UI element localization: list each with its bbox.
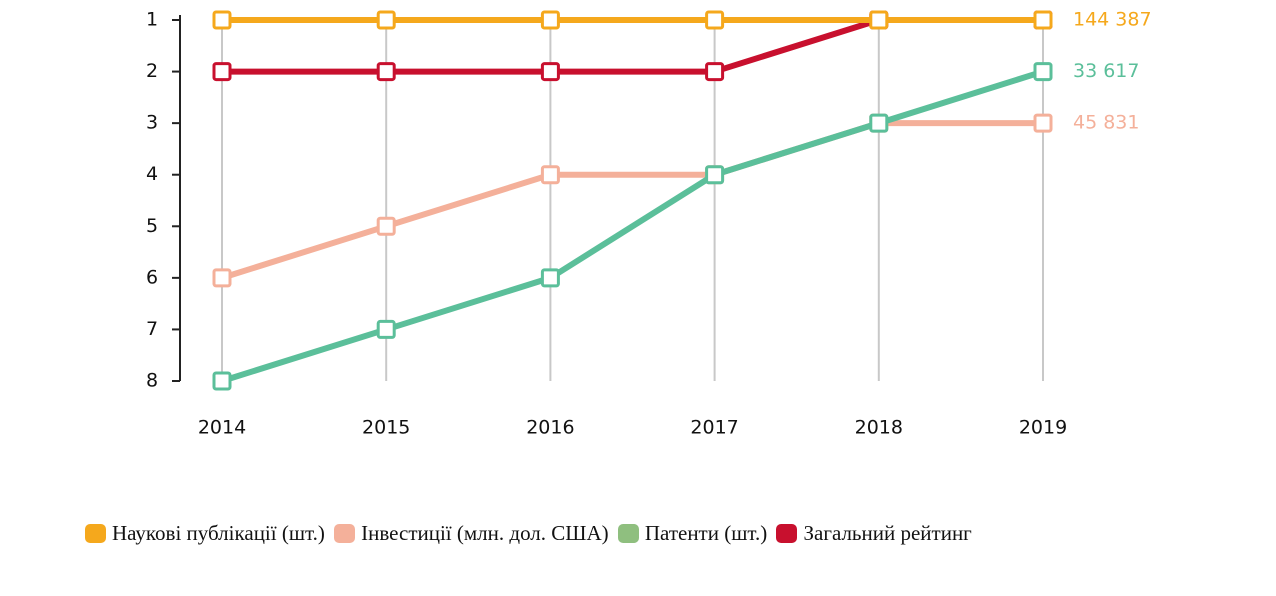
x-tick-label: 2015 (362, 417, 410, 439)
point-marker (540, 268, 560, 288)
point-marker (705, 62, 725, 82)
y-tick-label: 6 (146, 266, 158, 288)
point-marker (212, 371, 232, 391)
end-label: 144 387 (1073, 9, 1152, 31)
point-marker (540, 62, 560, 82)
x-tick-label: 2016 (526, 417, 574, 439)
legend-label: Інвестиції (млн. дол. США) (361, 521, 609, 545)
point-marker (869, 10, 889, 30)
legend-label: Наукові публікації (шт.) (112, 521, 325, 545)
y-tick-label: 2 (146, 60, 158, 82)
point-marker (705, 10, 725, 30)
point-marker (540, 10, 560, 30)
point-marker (212, 62, 232, 82)
y-tick-label: 1 (146, 9, 158, 31)
y-tick-label: 4 (146, 163, 158, 185)
legend: Наукові публікації (шт.) Інвестиції (млн… (0, 505, 1258, 561)
point-marker (376, 10, 396, 30)
legend-swatch (85, 524, 106, 543)
point-marker (1033, 113, 1053, 133)
point-marker (212, 10, 232, 30)
point-marker (1033, 62, 1053, 82)
point-marker (869, 113, 889, 133)
point-marker (376, 216, 396, 236)
point-marker (212, 268, 232, 288)
end-label: 33 617 (1073, 60, 1139, 82)
chart: 1 2 3 4 5 6 7 8 2014 2015 2016 2017 2018 2019 45 831 33… (146, 9, 1152, 439)
legend-swatch (334, 524, 356, 543)
end-label: 45 831 (1073, 112, 1139, 134)
y-tick-label: 3 (146, 112, 158, 134)
x-tick-label: 2017 (690, 417, 738, 439)
series-line (221, 68, 1044, 384)
y-tick-label: 5 (146, 215, 158, 237)
x-tick-label: 2018 (855, 417, 903, 439)
point-marker (376, 62, 396, 82)
y-tick-label: 7 (146, 318, 158, 340)
point-marker (705, 165, 725, 185)
legend-swatch (776, 524, 798, 543)
legend-label: Загальний рейтинг (803, 521, 972, 545)
legend-swatch (617, 524, 639, 543)
series-line (221, 120, 1043, 281)
x-tick-label: 2019 (1019, 417, 1067, 439)
x-tick-label: 2014 (198, 417, 246, 439)
point-marker (540, 165, 560, 185)
y-tick-label: 8 (146, 370, 158, 392)
series-line (222, 17, 1043, 75)
point-marker (376, 319, 396, 339)
legend-label: Патенти (шт.) (644, 521, 768, 545)
point-marker (1033, 10, 1053, 30)
